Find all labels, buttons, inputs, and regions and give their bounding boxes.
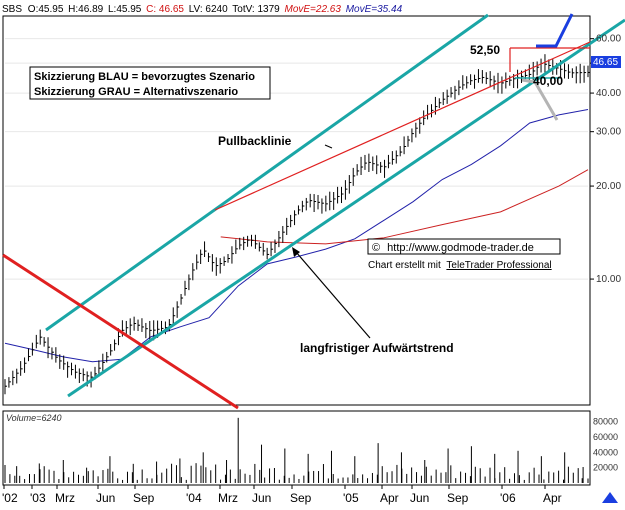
copyright-text: © http://www.godmode-trader.de [372, 242, 534, 254]
time-tick-label: Jun [96, 491, 115, 505]
website-link: http://www.godmode-trader.de [387, 242, 534, 254]
level-label-high: 52,50 [470, 43, 500, 57]
price-bars [4, 54, 590, 395]
last-price-tag [591, 56, 621, 68]
close-value: C: 46.65 [146, 4, 184, 15]
volume-bars [4, 417, 589, 483]
time-tick-label: '03 [30, 491, 46, 505]
time-tick-label: Apr [543, 491, 562, 505]
time-axis: '02 '03 Mrz Jun Sep '04 Mrz Jun Sep '05 Apr Jun Sep '… [2, 485, 562, 505]
last-volume: LV: 6240 [189, 4, 228, 15]
pullback-pointer [324, 144, 333, 149]
volume-label: Volume=6240 [6, 413, 61, 423]
legend-line-2: Skizzierung GRAU = Alternativszenario [34, 86, 238, 98]
pullback-label: Pullbacklinie [218, 134, 292, 148]
down-trend-line [2, 253, 239, 410]
legend-box [29, 66, 271, 100]
volume-tick-label: 60000 [593, 432, 618, 442]
price-tick-label: 40.00 [596, 88, 621, 99]
legend-line-1: Skizzierung BLAU = bevorzugtes Szenario [34, 71, 255, 83]
volume-tick-label: 20000 [593, 463, 618, 473]
last-price-text: 46.65 [593, 57, 618, 68]
volume-tick-label: 80000 [593, 417, 618, 427]
total-volume: TotV: 1379 [232, 4, 280, 15]
time-tick-label: Sep [133, 491, 155, 505]
low-value: L:45.95 [108, 4, 142, 15]
time-tick-label: '06 [500, 491, 516, 505]
moving-average-line-0 [4, 108, 589, 363]
time-tick-label: Jun [252, 491, 271, 505]
price-tick-label: 30.00 [596, 127, 621, 138]
header-info: SBS O:45.95 H:46.89 L:45.95 C: 46.65 LV:… [2, 4, 403, 15]
price-tick-label: 60.00 [596, 34, 621, 45]
time-tick-label: Apr [380, 491, 399, 505]
mov-b-value: MovE=35.44 [346, 4, 403, 15]
credit-prefix: Chart erstellt mit [368, 260, 441, 271]
time-tick-label: '02 [2, 491, 18, 505]
time-tick-label: '05 [343, 491, 359, 505]
time-tick-label: Jun [410, 491, 429, 505]
volume-tick-label: 40000 [593, 447, 618, 457]
scenario-blue-arrow [536, 13, 574, 48]
credit-text: Chart erstellt mit TeleTrader Profession… [368, 260, 552, 271]
moving-average-line-1 [220, 169, 589, 245]
trend-label: langfristiger Aufwärtstrend [300, 341, 454, 355]
trend-pointer [295, 251, 371, 339]
price-tick-label: 20.00 [596, 181, 621, 192]
volume-axis: 80000 60000 40000 20000 [593, 417, 618, 473]
trend-pointer-head [292, 247, 300, 257]
time-tick-label: Mrz [218, 491, 238, 505]
pullback-line [214, 41, 591, 211]
copyright-symbol: © [372, 242, 380, 254]
time-tick-label: Sep [447, 491, 469, 505]
moving-averages [4, 108, 589, 363]
ticker: SBS [2, 4, 22, 15]
time-tick-label: '04 [186, 491, 202, 505]
price-tick-label: 10.00 [596, 274, 621, 285]
volume-panel-frame [2, 410, 591, 486]
level-label-low: 40,00 [533, 74, 563, 88]
credit-link: TeleTrader Professional [446, 260, 551, 271]
trend-channel-upper [45, 13, 489, 332]
open-value: O:45.95 [28, 4, 64, 15]
copyright-box [367, 238, 561, 255]
mov-a-value: MovE=22.63 [285, 4, 342, 15]
time-tick-label: Sep [290, 491, 312, 505]
scenario-gray-arrow [521, 78, 559, 121]
tool-icon[interactable] [602, 492, 618, 503]
high-value: H:46.89 [68, 4, 103, 15]
time-tick-label: Mrz [55, 491, 75, 505]
